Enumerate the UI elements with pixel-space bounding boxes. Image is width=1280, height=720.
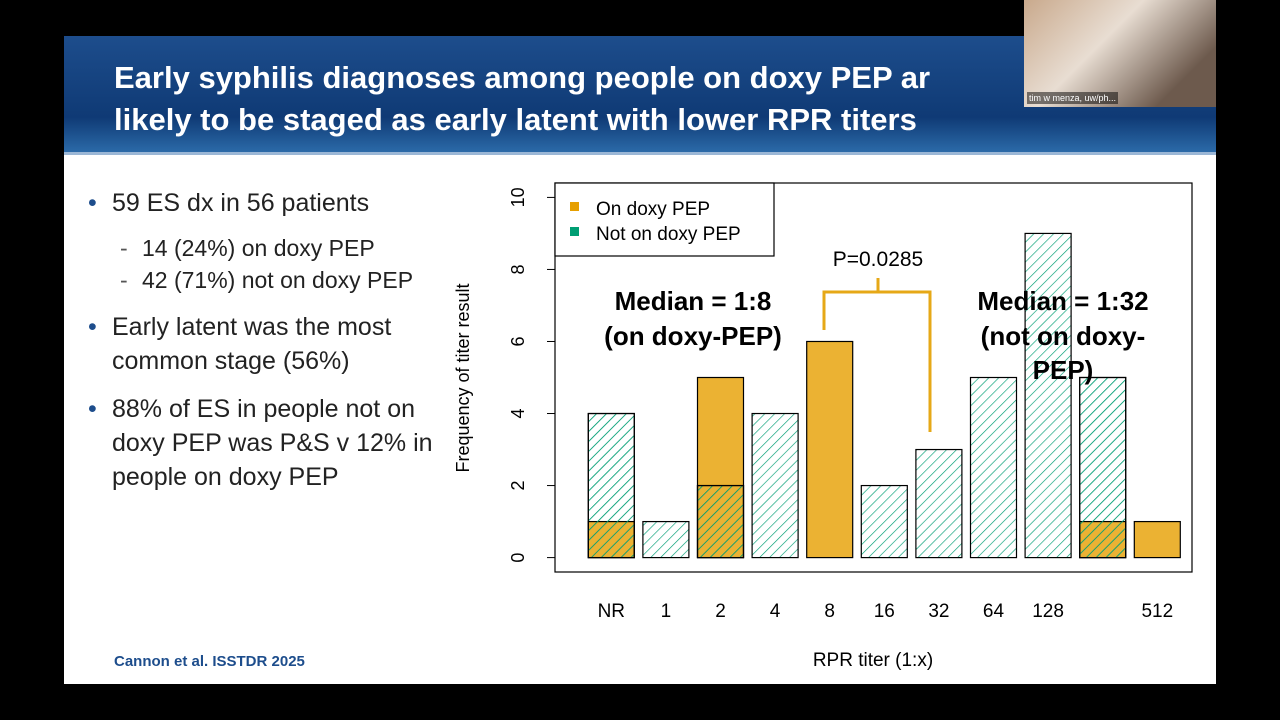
bullet-group: 88% of ES in people not on doxy PEP was … — [86, 392, 446, 494]
x-tick-label: 2 — [715, 601, 726, 622]
sub-bullet: 42 (71%) not on doxy PEP — [86, 264, 446, 296]
x-tick-label: 4 — [770, 601, 781, 622]
bar — [642, 520, 690, 559]
y-tick-label: 6 — [508, 336, 528, 346]
bullet-group: 59 ES dx in 56 patients 14 (24%) on doxy … — [86, 186, 446, 296]
bullet-group: Early latent was the most common stage (… — [86, 310, 446, 378]
y-tick-label: 2 — [508, 481, 528, 491]
x-tick-label: 512 — [1141, 601, 1173, 622]
y-axis-label: Frequency of titer result — [453, 283, 473, 472]
x-tick-label: 1 — [661, 601, 672, 622]
legend-box — [554, 182, 775, 257]
x-axis-label: RPR titer (1:x) — [813, 650, 933, 671]
x-tick-label: 64 — [983, 601, 1005, 622]
slide-title: Early syphilis diagnoses among people on… — [114, 60, 931, 95]
y-tick-label: 8 — [508, 264, 528, 274]
bullet: 59 ES dx in 56 patients — [86, 186, 446, 220]
video-tile: tim w menza, uw/ph... — [1024, 0, 1216, 107]
annotation: P=0.0285 — [833, 248, 924, 271]
bar — [1133, 520, 1181, 559]
annotation: (on doxy-PEP) — [604, 321, 782, 351]
x-tick-label: NR — [598, 601, 625, 622]
y-tick-label: 10 — [508, 187, 528, 207]
bullet: 88% of ES in people not on doxy PEP was … — [86, 392, 446, 494]
slide-title: likely to be staged as early latent with… — [114, 102, 917, 137]
x-tick-label: 32 — [928, 601, 949, 622]
bar — [1079, 376, 1127, 559]
participant-name: tim w menza, uw/ph... — [1027, 92, 1119, 104]
bar — [806, 340, 854, 559]
annotation: Median = 1:32 — [977, 286, 1148, 316]
annotation: (not on doxy- — [981, 321, 1146, 351]
legend-label: Not on doxy PEP — [596, 224, 741, 245]
x-tick-label: 8 — [824, 601, 835, 622]
y-tick-label: 4 — [508, 409, 528, 419]
x-tick-label: 16 — [874, 601, 895, 622]
annotation: PEP) — [1033, 355, 1094, 385]
bullets: 59 ES dx in 56 patients 14 (24%) on doxy … — [86, 186, 446, 508]
sub-bullet: 14 (24%) on doxy PEP — [86, 232, 446, 264]
bullet: Early latent was the most common stage (… — [86, 310, 446, 378]
y-tick-label: 0 — [508, 553, 528, 563]
bar — [1024, 232, 1072, 559]
x-tick-label: 128 — [1032, 601, 1064, 622]
bar — [696, 484, 745, 559]
bar — [860, 484, 908, 559]
bar — [587, 412, 635, 559]
legend-swatch — [570, 227, 579, 236]
citation: Cannon et al. ISSTDR 2025 — [114, 653, 305, 670]
legend-label: On doxy PEP — [596, 199, 710, 220]
bar — [751, 412, 799, 559]
annotation: Median = 1:8 — [615, 286, 772, 316]
legend-swatch — [570, 202, 579, 211]
bar — [915, 448, 963, 559]
bracket — [822, 278, 932, 432]
bar — [969, 376, 1018, 559]
plot-frame — [554, 182, 1193, 573]
